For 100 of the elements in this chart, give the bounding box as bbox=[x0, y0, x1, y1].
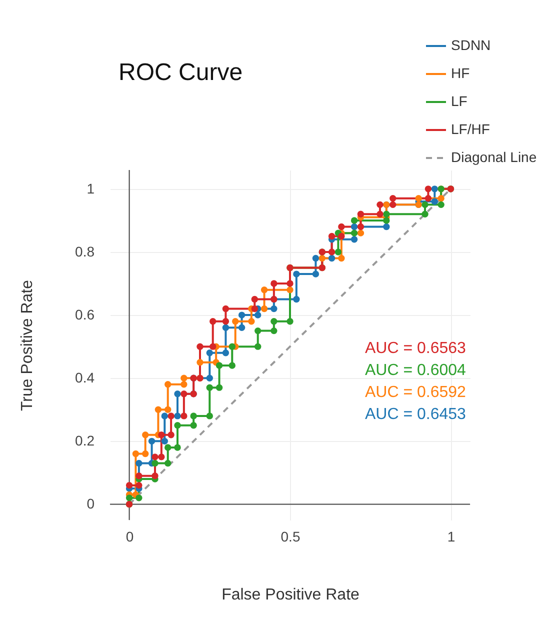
annotation: AUC = 0.6004 bbox=[365, 362, 466, 379]
point bbox=[206, 374, 213, 382]
point bbox=[334, 248, 342, 256]
point bbox=[206, 384, 213, 391]
point bbox=[415, 195, 422, 202]
point bbox=[206, 412, 213, 420]
point bbox=[158, 432, 165, 438]
point bbox=[286, 280, 294, 287]
point bbox=[383, 223, 390, 230]
x-tick-label: 0.5 bbox=[280, 528, 300, 544]
y-axis-title: True Positive Rate bbox=[19, 280, 36, 412]
point bbox=[174, 422, 181, 429]
point bbox=[222, 324, 230, 332]
point bbox=[312, 254, 320, 262]
point bbox=[328, 248, 336, 256]
point bbox=[136, 494, 142, 502]
point bbox=[161, 412, 168, 420]
point bbox=[228, 343, 236, 350]
point bbox=[142, 450, 149, 458]
point bbox=[251, 305, 258, 312]
point bbox=[438, 201, 444, 208]
point bbox=[164, 381, 172, 388]
point bbox=[180, 381, 188, 388]
point bbox=[174, 390, 181, 398]
point bbox=[270, 327, 278, 334]
point bbox=[210, 318, 216, 325]
point bbox=[238, 324, 246, 332]
point bbox=[168, 432, 174, 438]
point bbox=[350, 230, 358, 236]
point bbox=[286, 286, 294, 294]
point bbox=[357, 223, 364, 230]
point bbox=[293, 296, 300, 303]
legend-label: SDNN bbox=[451, 37, 491, 53]
point bbox=[228, 362, 236, 369]
point bbox=[338, 232, 345, 240]
point bbox=[422, 210, 428, 218]
x-axis-title: False Positive Rate bbox=[222, 586, 360, 604]
legend-label: LF/HF bbox=[451, 121, 490, 137]
point bbox=[152, 472, 158, 480]
point bbox=[318, 254, 326, 262]
point bbox=[376, 210, 384, 218]
point bbox=[190, 422, 197, 429]
point bbox=[238, 312, 246, 318]
point bbox=[148, 438, 156, 445]
point bbox=[248, 318, 255, 325]
point bbox=[270, 280, 278, 287]
point bbox=[142, 432, 149, 438]
point bbox=[286, 318, 294, 325]
point bbox=[222, 350, 230, 356]
point bbox=[164, 406, 172, 413]
point bbox=[180, 374, 188, 382]
point bbox=[164, 460, 172, 467]
point bbox=[338, 254, 345, 262]
legend-label: HF bbox=[451, 65, 470, 81]
point bbox=[136, 460, 142, 467]
annotation: AUC = 0.6453 bbox=[365, 406, 466, 423]
point bbox=[158, 454, 165, 460]
point bbox=[270, 318, 278, 325]
point bbox=[270, 305, 278, 312]
point bbox=[293, 270, 300, 278]
x-tick-label: 0 bbox=[126, 528, 134, 544]
point bbox=[196, 343, 204, 350]
point bbox=[350, 236, 358, 243]
point bbox=[174, 444, 181, 451]
y-tick-label: 0.6 bbox=[75, 306, 95, 323]
legend-label: LF bbox=[451, 93, 468, 109]
point bbox=[136, 482, 142, 489]
point bbox=[424, 195, 432, 202]
point bbox=[136, 472, 142, 480]
x-tick-label: 1 bbox=[447, 528, 456, 544]
point bbox=[216, 362, 223, 369]
point bbox=[210, 343, 216, 350]
point bbox=[152, 454, 158, 460]
point bbox=[152, 460, 158, 467]
point bbox=[260, 286, 268, 294]
point bbox=[328, 254, 336, 262]
point bbox=[222, 305, 230, 312]
point bbox=[180, 412, 188, 420]
y-tick-label: 0.2 bbox=[75, 432, 95, 449]
point bbox=[154, 406, 162, 413]
point bbox=[196, 358, 204, 366]
point bbox=[254, 312, 262, 318]
point bbox=[350, 217, 358, 224]
y-tick-label: 0.8 bbox=[75, 243, 95, 260]
point bbox=[357, 210, 364, 218]
annotation: AUC = 0.6563 bbox=[365, 340, 466, 357]
point bbox=[164, 444, 172, 451]
point bbox=[422, 201, 428, 208]
point bbox=[180, 390, 188, 398]
point bbox=[350, 223, 358, 230]
point bbox=[206, 350, 213, 356]
legend-label: Diagonal Line bbox=[451, 149, 537, 165]
y-tick-label: 0 bbox=[86, 496, 95, 512]
point bbox=[254, 343, 262, 350]
point bbox=[174, 412, 181, 420]
annotation: AUC = 0.6592 bbox=[365, 384, 466, 401]
point bbox=[222, 318, 230, 325]
y-tick-label: 0.4 bbox=[75, 370, 95, 386]
point bbox=[312, 270, 320, 278]
point bbox=[328, 232, 336, 240]
